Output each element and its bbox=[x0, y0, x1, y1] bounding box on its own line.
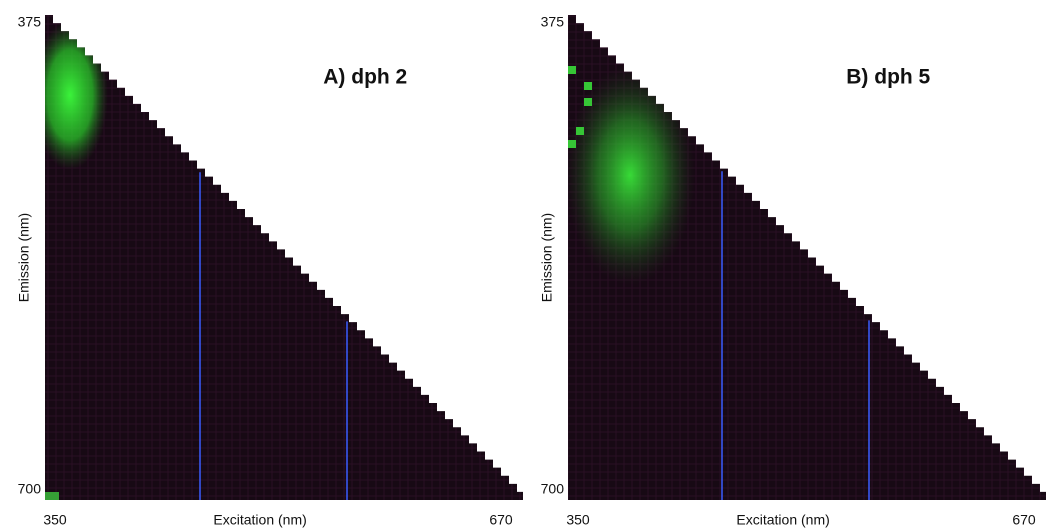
x-tick-label: 350 bbox=[43, 512, 67, 528]
chart-title: A) dph 2 bbox=[323, 66, 407, 89]
y-tick-label: 375 bbox=[18, 14, 42, 30]
y-axis-label: Emission (nm) bbox=[16, 213, 32, 302]
fluorescence-peak bbox=[45, 20, 108, 170]
heatmap-area bbox=[45, 15, 523, 500]
x-axis-label: Excitation (nm) bbox=[736, 512, 829, 528]
panel: A) dph 2 Excitation (nm) Emission (nm) 350 6… bbox=[16, 14, 523, 528]
bright-cell bbox=[576, 127, 584, 135]
x-tick-label: 670 bbox=[489, 512, 513, 528]
x-axis-label: Excitation (nm) bbox=[213, 512, 306, 528]
bright-cell bbox=[584, 98, 592, 106]
y-axis-label: Emission (nm) bbox=[539, 213, 555, 302]
y-tick-label: 700 bbox=[18, 481, 42, 497]
bright-cell bbox=[568, 140, 576, 148]
bright-cell bbox=[584, 82, 592, 90]
bright-cell bbox=[45, 492, 59, 500]
chart-title: B) dph 5 bbox=[846, 66, 930, 89]
heatmap-area bbox=[568, 15, 1046, 500]
x-tick-label: 670 bbox=[1012, 512, 1036, 528]
x-tick-label: 350 bbox=[566, 512, 590, 528]
y-tick-label: 375 bbox=[541, 14, 565, 30]
fluorescence-peak bbox=[568, 65, 695, 285]
panel: B) dph 5 Excitation (nm) Emission (nm) 350 6… bbox=[539, 14, 1046, 528]
bright-cell bbox=[568, 66, 576, 74]
heatmap-background bbox=[45, 15, 523, 500]
y-tick-label: 700 bbox=[541, 481, 565, 497]
